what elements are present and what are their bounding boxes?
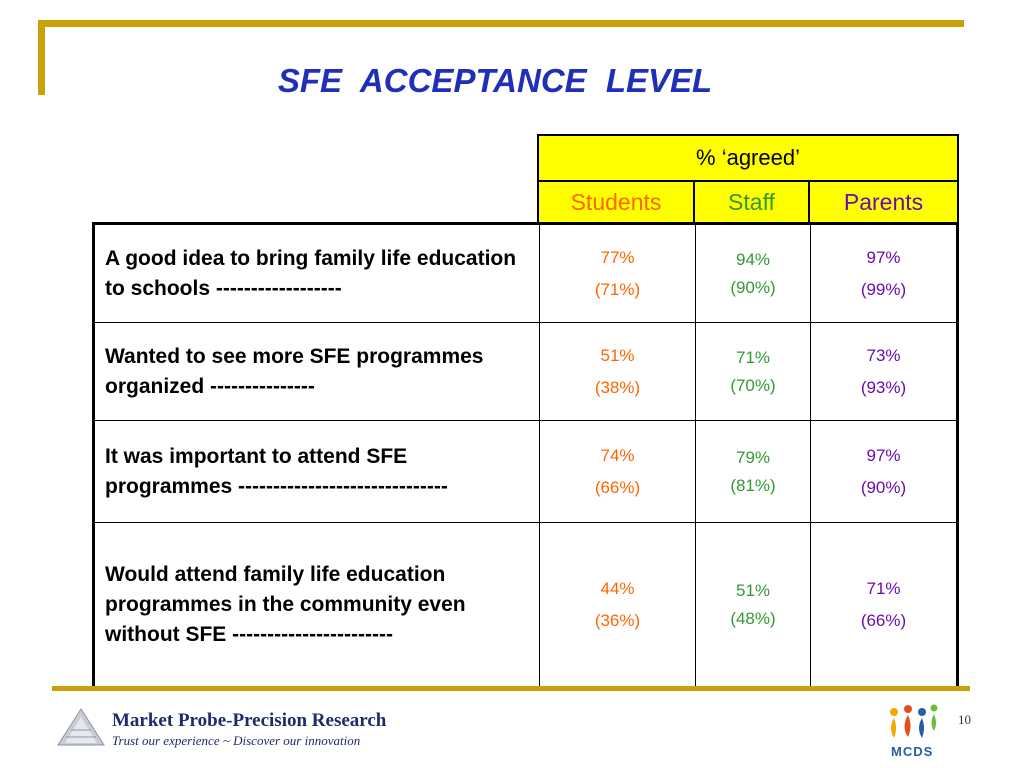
gold-frame-left [38,20,45,95]
cell-parents: 71% (66%) [811,523,956,687]
gold-frame-top [38,20,964,27]
cell-students: 74% (66%) [540,421,696,522]
value-previous: (70%) [730,375,776,395]
cell-parents: 97% (99%) [811,225,956,322]
cell-staff: 71% (70%) [696,323,811,420]
brand-name: Market Probe-Precision Research [112,710,387,731]
value-current: 97% [866,445,901,465]
value-current: 71% [735,347,771,367]
table-row: A good idea to bring family life educati… [95,225,956,323]
value-previous: (99%) [860,279,907,299]
value-current: 51% [600,345,635,365]
cell-students: 51% (38%) [540,323,696,420]
table-row: It was important to attend SFE programme… [95,421,956,523]
value-current: 77% [600,247,635,267]
value-current: 97% [866,247,901,267]
cell-students: 77% (71%) [540,225,696,322]
value-previous: (90%) [860,477,907,497]
row-statement: Would attend family life education progr… [95,523,540,687]
cell-parents: 97% (90%) [811,421,956,522]
brand-tagline: Trust our experience ~ Discover our inno… [112,733,361,748]
value-current: 51% [735,581,771,600]
mcds-logo-text: MCDS [891,744,934,759]
value-current: 94% [735,249,771,269]
value-previous: (81%) [730,475,776,495]
cell-parents: 73% (93%) [811,323,956,420]
cell-staff: 79% (81%) [696,421,811,522]
value-current: 74% [600,445,635,465]
table-row: Wanted to see more SFE programmes organi… [95,323,956,421]
value-previous: (93%) [860,377,907,397]
page-number: 10 [958,712,971,727]
header-staff: Staff [693,180,810,224]
header-parents: Parents [808,180,959,224]
value-current: 79% [735,447,771,467]
cell-students: 44% (36%) [540,523,696,687]
cell-staff: 94% (90%) [696,225,811,322]
value-current: 44% [600,579,635,598]
header-students: Students [537,180,695,224]
row-statement: A good idea to bring family life educati… [95,225,540,322]
mcds-people-logo-icon [890,704,938,738]
market-probe-triangle-logo-icon [57,708,105,746]
value-previous: (38%) [594,377,641,397]
value-previous: (48%) [730,609,776,628]
header-agreed: % ‘agreed’ [537,134,959,182]
value-current: 71% [866,579,901,598]
row-statement: Wanted to see more SFE programmes organi… [95,323,540,420]
slide-title: SFE ACCEPTANCE LEVEL [277,62,713,99]
value-previous: (71%) [594,279,641,299]
value-previous: (66%) [860,611,907,630]
table-row: Would attend family life education progr… [95,523,956,687]
value-previous: (90%) [730,277,776,297]
gold-frame-bottom [52,686,970,691]
value-previous: (36%) [594,611,641,630]
cell-staff: 51% (48%) [696,523,811,687]
acceptance-table: A good idea to bring family life educati… [92,222,959,690]
value-current: 73% [866,345,901,365]
row-statement: It was important to attend SFE programme… [95,421,540,522]
value-previous: (66%) [594,477,641,497]
